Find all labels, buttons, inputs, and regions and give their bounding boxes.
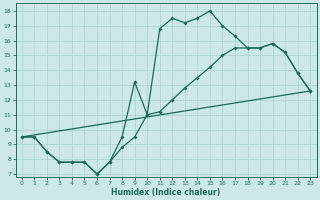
X-axis label: Humidex (Indice chaleur): Humidex (Indice chaleur) [111,188,221,197]
